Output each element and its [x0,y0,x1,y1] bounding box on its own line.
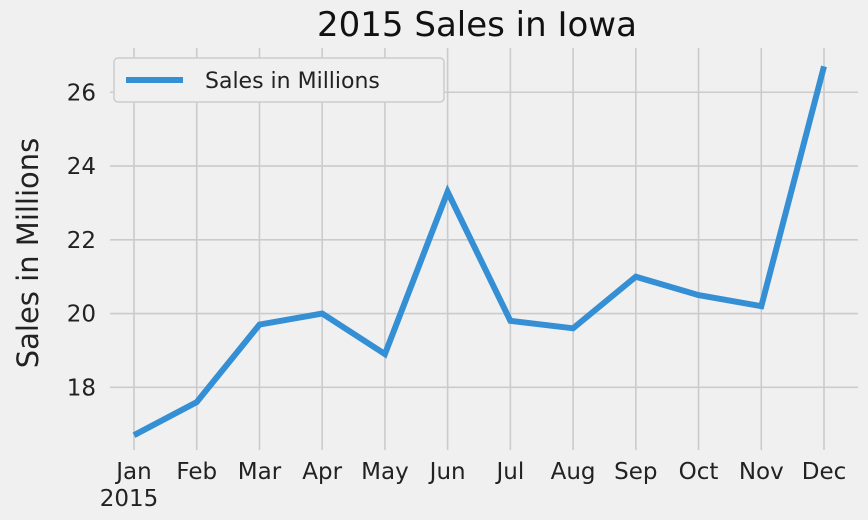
x-tick-label: Jun [428,459,466,485]
legend: Sales in Millions [113,57,445,103]
legend-box [113,57,445,103]
y-tick-label: 24 [67,154,96,180]
chart-title: 2015 Sales in Iowa [317,5,637,45]
x-tick-label: Nov [739,459,784,485]
series-line-0 [132,65,827,438]
grid [110,48,858,450]
legend-label: Sales in Millions [205,69,380,94]
x-tick-label: Oct [679,459,719,485]
x-tick-label: Aug [551,459,596,485]
x-tick-label: Jul [494,459,524,485]
x-tick-label: Jan [114,459,151,485]
x-tick-label: May [361,459,409,485]
y-tick-labels: 18 20 22 24 26 [67,80,96,401]
x-tick-label: Dec [802,459,847,485]
x-tick-label: Mar [238,459,282,485]
y-axis-label: Sales in Millions [11,138,45,369]
y-tick-label: 22 [67,228,96,254]
y-tick-label: 26 [67,80,96,106]
x-tick-label: Apr [302,459,342,485]
y-tick-label: 18 [67,375,96,401]
x-tick-label: Feb [176,459,217,485]
x-tick-labels: Jan Feb Mar Apr May Jun Jul Aug Sep Oct Nov Dec [114,459,846,485]
y-tick-label: 20 [67,302,96,328]
x-tick-year-label: 2015 [100,486,159,512]
series-layer [132,65,827,438]
x-tick-label: Sep [614,459,657,485]
